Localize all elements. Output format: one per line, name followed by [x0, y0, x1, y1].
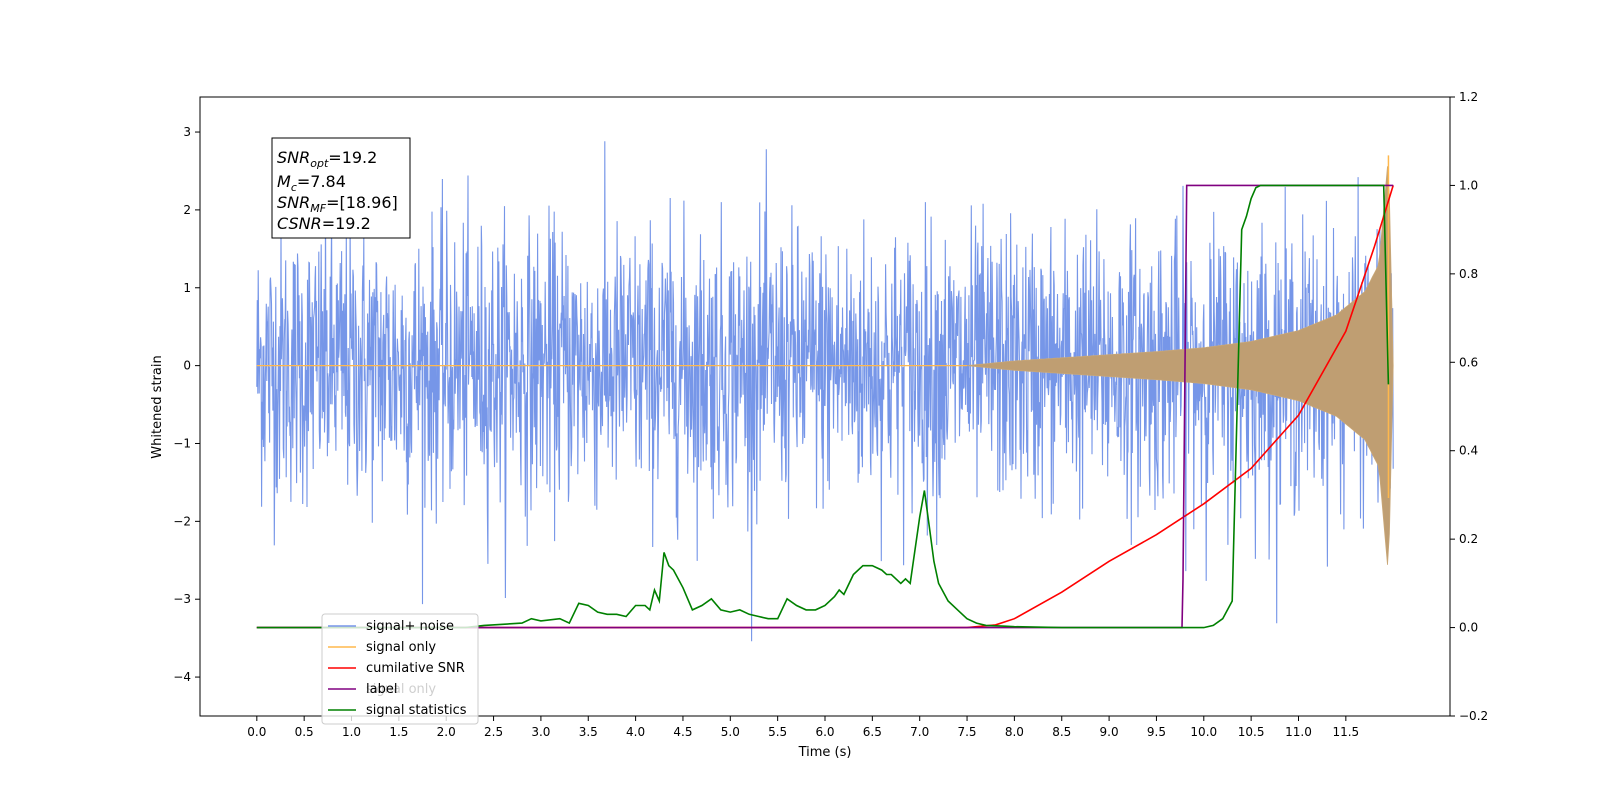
legend-label-label: label: [366, 682, 397, 697]
x-axis-label: Time (s): [798, 745, 852, 760]
annotation-mc: Mc=7.84: [277, 172, 346, 194]
y2-tick-label: 1.0: [1459, 178, 1478, 192]
y-tick-label: 0: [183, 359, 191, 373]
x-tick-label: 11.0: [1285, 725, 1312, 739]
x-tick-label: 6.5: [863, 725, 882, 739]
x-tick-label: 6.0: [815, 725, 834, 739]
legend: signal+ noise signal only cumilative SNR…: [321, 613, 479, 725]
series-cumulative-snr: [256, 185, 1394, 629]
annotation-csnr: CSNR=19.2: [277, 214, 371, 233]
y2-tick-label: −0.2: [1459, 709, 1488, 723]
y-tick-label: 1: [183, 281, 191, 295]
y2-tick-label: 1.2: [1459, 90, 1478, 104]
annotation-snr-opt: SNRopt=19.2: [277, 148, 377, 170]
y2-tick-label: 0.4: [1459, 444, 1478, 458]
series-label: [256, 184, 1394, 629]
x-tick-label: 9.5: [1147, 725, 1166, 739]
annotation-box: SNRopt=19.2 Mc=7.84 SNRMF=[18.96] CSNR=1…: [271, 137, 411, 239]
x-tick-label: 1.5: [389, 725, 408, 739]
y2-tick-label: 0.8: [1459, 267, 1478, 281]
y-tick-label: −1: [173, 436, 191, 450]
y-axis-left: 3 2 1 0 −1 −2 −3 −4: [173, 125, 200, 684]
series-signal-noise: [256, 141, 1394, 642]
legend-label-signal-only: signal only: [366, 640, 436, 655]
y-tick-label: 3: [183, 125, 191, 139]
y-tick-label: 2: [183, 203, 191, 217]
legend-label-signal-noise: signal+ noise: [366, 619, 454, 634]
x-tick-label: 1.0: [342, 725, 361, 739]
legend-hidden-label: signal only: [366, 682, 436, 697]
y-tick-label: −2: [173, 514, 191, 528]
x-tick-label: 2.5: [484, 725, 503, 739]
y2-tick-label: 0.6: [1459, 355, 1478, 369]
series-signal-statistics: [256, 184, 1390, 629]
x-tick-label: 10.0: [1190, 725, 1217, 739]
x-tick-label: 9.0: [1100, 725, 1119, 739]
x-tick-label: 8.5: [1052, 725, 1071, 739]
x-tick-label: 10.5: [1238, 725, 1265, 739]
y-tick-label: −3: [173, 592, 191, 606]
y-tick-label: −4: [173, 670, 191, 684]
legend-label-signal-statistics: signal statistics: [366, 703, 467, 718]
annotation-snr-mf: SNRMF=[18.96]: [277, 193, 398, 215]
x-tick-label: 4.5: [673, 725, 692, 739]
x-tick-label: 11.5: [1332, 725, 1359, 739]
y2-tick-label: 0.2: [1459, 532, 1478, 546]
x-tick-label: 7.0: [910, 725, 929, 739]
x-tick-label: 4.0: [626, 725, 645, 739]
x-tick-label: 5.0: [721, 725, 740, 739]
legend-label-cumulative-snr: cumilative SNR: [366, 661, 465, 676]
x-tick-label: 3.5: [579, 725, 598, 739]
y-axis-label: Whitened strain: [150, 355, 165, 458]
x-tick-label: 7.5: [957, 725, 976, 739]
x-tick-label: 0.5: [295, 725, 314, 739]
x-tick-label: 5.5: [768, 725, 787, 739]
y-axis-right: 1.2 1.0 0.8 0.6 0.4 0.2 0.0 −0.2: [1450, 90, 1488, 723]
x-tick-label: 2.0: [437, 725, 456, 739]
x-tick-label: 8.0: [1005, 725, 1024, 739]
x-axis: 0.0 0.5 1.0 1.5 2.0 2.5 3.0 3.5 4.0 4.5 5.0 5.5 6.0 6…: [247, 716, 1359, 739]
x-tick-label: 0.0: [247, 725, 266, 739]
x-tick-label: 3.0: [531, 725, 550, 739]
series-layer: [256, 141, 1394, 642]
y2-tick-label: 0.0: [1459, 621, 1478, 635]
